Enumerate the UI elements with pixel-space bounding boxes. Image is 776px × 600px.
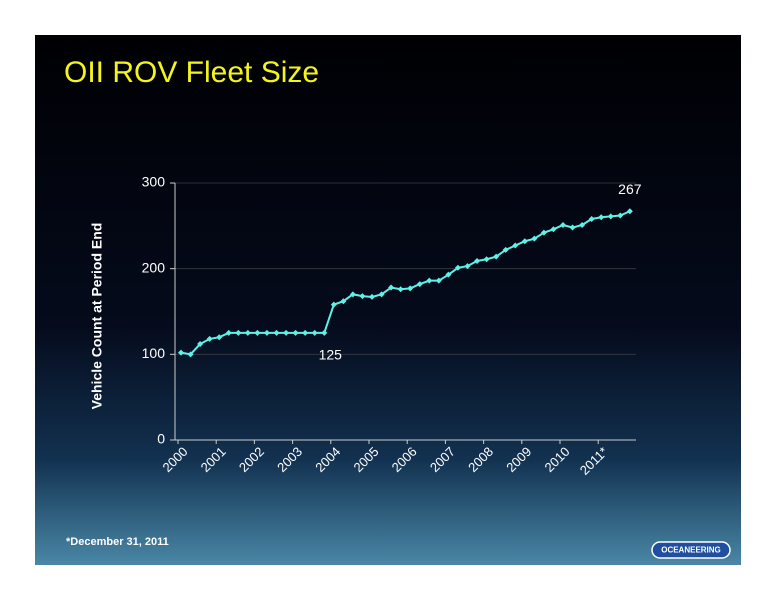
data-point <box>244 329 251 336</box>
slide-background <box>35 35 741 565</box>
data-point <box>426 277 433 284</box>
data-point <box>388 284 395 291</box>
slide-title: OII ROV Fleet Size <box>64 56 319 89</box>
data-point <box>311 329 318 336</box>
data-point <box>598 214 605 221</box>
data-point <box>454 264 461 271</box>
logo-badge <box>651 541 731 559</box>
data-point <box>626 208 633 215</box>
y-tick-label: 300 <box>142 174 166 190</box>
data-point <box>302 329 309 336</box>
y-tick-label: 200 <box>142 259 166 275</box>
footnote: *December 31, 2011 <box>66 536 169 548</box>
data-point <box>197 341 204 348</box>
y-tick-label: 0 <box>157 431 165 447</box>
data-point <box>617 212 624 219</box>
data-point <box>330 301 337 308</box>
data-point <box>235 329 242 336</box>
data-point <box>273 329 280 336</box>
data-point <box>359 293 366 300</box>
data-point <box>435 277 442 284</box>
data-point <box>254 329 261 336</box>
logo: OCEANEERING <box>661 546 721 555</box>
data-point <box>569 224 576 231</box>
data-point <box>483 256 490 263</box>
data-point <box>292 329 299 336</box>
data-point <box>263 329 270 336</box>
data-point <box>416 281 423 288</box>
data-point <box>397 286 404 293</box>
data-point <box>531 235 538 242</box>
data-point <box>493 253 500 260</box>
data-point <box>560 221 566 228</box>
data-point <box>178 349 184 356</box>
data-label: 125 <box>319 347 343 363</box>
data-point <box>607 213 614 220</box>
data-point <box>579 221 586 228</box>
data-point <box>550 226 557 233</box>
data-point <box>321 329 328 336</box>
y-axis-label: Vehicle Count at Period End <box>89 223 105 410</box>
data-point <box>378 291 385 298</box>
data-point <box>187 351 194 358</box>
data-point <box>225 329 232 336</box>
data-point <box>521 238 528 245</box>
data-point <box>464 263 471 270</box>
data-point <box>588 215 595 222</box>
data-point <box>216 334 223 341</box>
data-point <box>349 291 356 298</box>
data-point <box>445 271 452 278</box>
y-tick-label: 100 <box>142 345 166 361</box>
data-point <box>206 335 213 342</box>
data-label: 267 <box>618 181 642 197</box>
data-point <box>369 293 375 300</box>
data-point <box>512 242 519 249</box>
data-point <box>474 257 481 264</box>
data-point <box>283 329 290 336</box>
data-point <box>502 246 509 253</box>
data-point <box>407 285 414 292</box>
data-point <box>340 298 347 305</box>
data-point <box>540 229 547 236</box>
